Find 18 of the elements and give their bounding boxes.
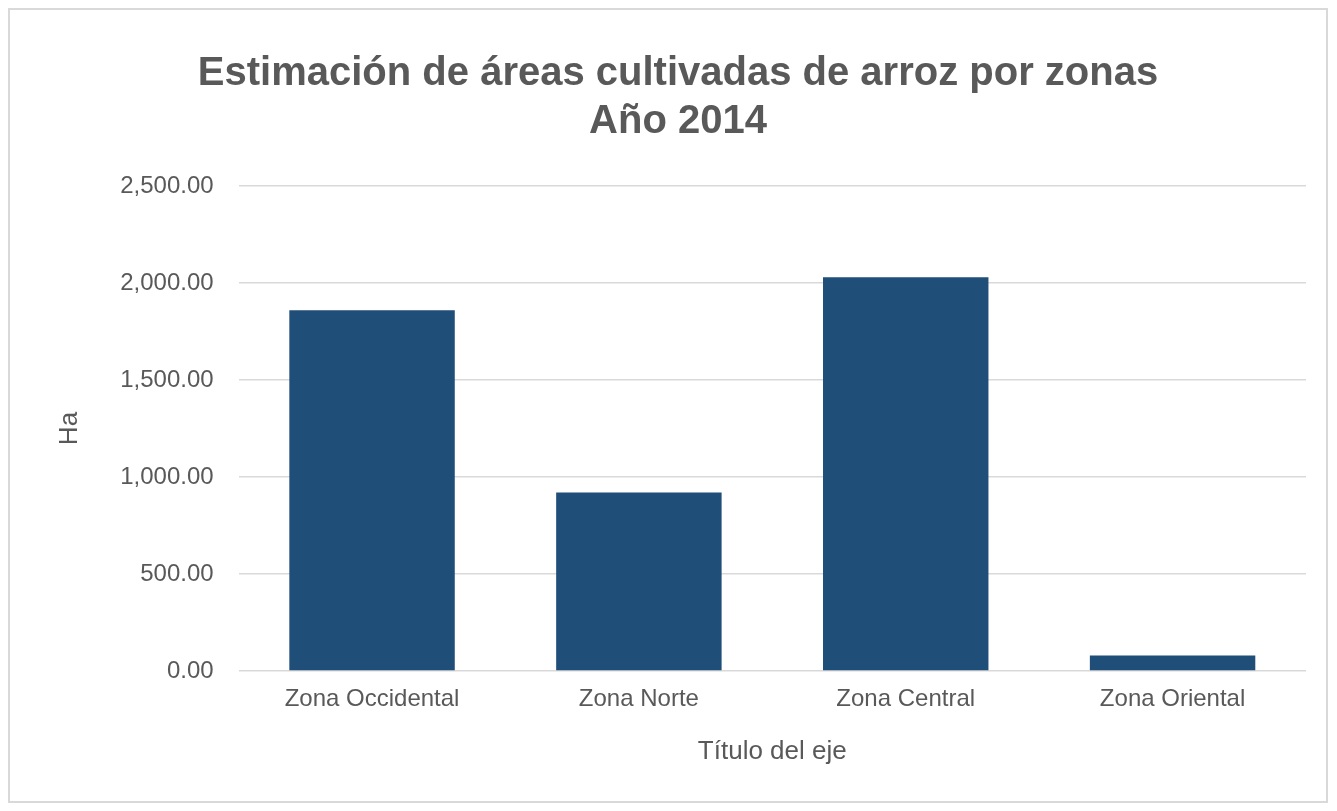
text: Año 2014 <box>589 97 767 142</box>
x-tick-label: Zona Norte <box>578 684 699 712</box>
x-tick-label: Zona Oriental <box>1099 684 1246 712</box>
bar <box>556 492 722 671</box>
x-axis-title: Título del eje <box>697 734 847 765</box>
y-tick-label: 1,500.00 <box>120 364 214 392</box>
y-tick-label: 2,000.00 <box>120 267 214 295</box>
y-tick-label: 1,000.00 <box>120 461 214 489</box>
y-tick-label: 500.00 <box>140 558 214 586</box>
bar <box>1089 655 1256 671</box>
x-tick-label: Zona Occidental <box>284 684 460 712</box>
x-tick-label: Zona Central <box>836 684 976 712</box>
y-tick-label: 0.00 <box>166 655 214 683</box>
text: Estimación de áreas cultivadas de arroz por zonas <box>197 49 1159 94</box>
bar <box>289 310 455 671</box>
y-axis-title: Ha <box>52 411 83 446</box>
y-tick-label: 2,500.00 <box>120 170 214 198</box>
bar <box>823 277 989 671</box>
